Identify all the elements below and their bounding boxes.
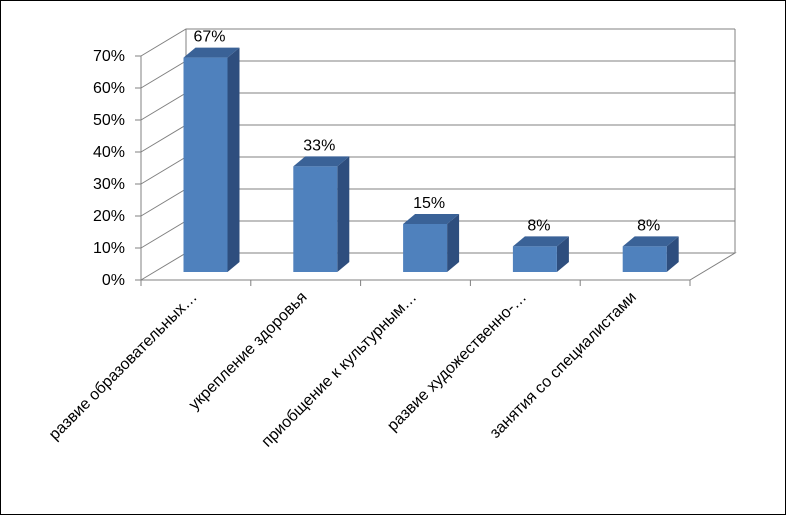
- y-tick-label: 20%: [93, 208, 125, 225]
- x-category-label: укрепление здоровья: [186, 289, 311, 414]
- bar-side: [447, 214, 460, 272]
- bar-side: [556, 236, 569, 272]
- bar-top: [293, 156, 350, 167]
- bar: [293, 156, 350, 272]
- bar-front: [622, 246, 667, 272]
- bar-front: [512, 246, 557, 272]
- bar: [403, 214, 460, 272]
- bar-top: [403, 214, 460, 224]
- x-axis: развие образовательных…укрепление здоров…: [46, 279, 691, 451]
- data-label: 8%: [637, 217, 660, 234]
- bar-top: [183, 47, 240, 58]
- bar: [622, 236, 679, 272]
- bar: [512, 236, 569, 272]
- data-labels: 67% 33% 15% 8% 8%: [193, 29, 660, 235]
- y-axis: 0% 10% 20% 30% 40% 50% 60% 70%: [93, 48, 142, 289]
- y-tick-label: 10%: [93, 240, 125, 257]
- data-label: 15%: [413, 195, 445, 212]
- bar-side: [227, 47, 240, 272]
- x-category-label: развие образовательных…: [46, 289, 201, 444]
- y-tick-label: 50%: [93, 112, 125, 129]
- bar-front: [293, 166, 338, 272]
- bar: [183, 47, 240, 272]
- bar-top: [622, 236, 679, 247]
- bar-side: [666, 236, 679, 272]
- y-tick-label: 70%: [93, 48, 125, 65]
- bar-side: [337, 156, 350, 272]
- bar-front: [403, 224, 448, 272]
- data-label: 8%: [527, 217, 550, 234]
- y-tick-label: 40%: [93, 144, 125, 161]
- bar-front: [183, 57, 228, 272]
- y-tick-label: 30%: [93, 176, 125, 193]
- bar-top: [512, 236, 569, 247]
- data-label: 33%: [303, 137, 335, 154]
- data-label: 67%: [193, 29, 225, 46]
- bars: [183, 47, 679, 272]
- y-tick-label: 0%: [102, 272, 125, 289]
- gridline: [140, 28, 735, 57]
- y-tick-label: 60%: [93, 80, 125, 97]
